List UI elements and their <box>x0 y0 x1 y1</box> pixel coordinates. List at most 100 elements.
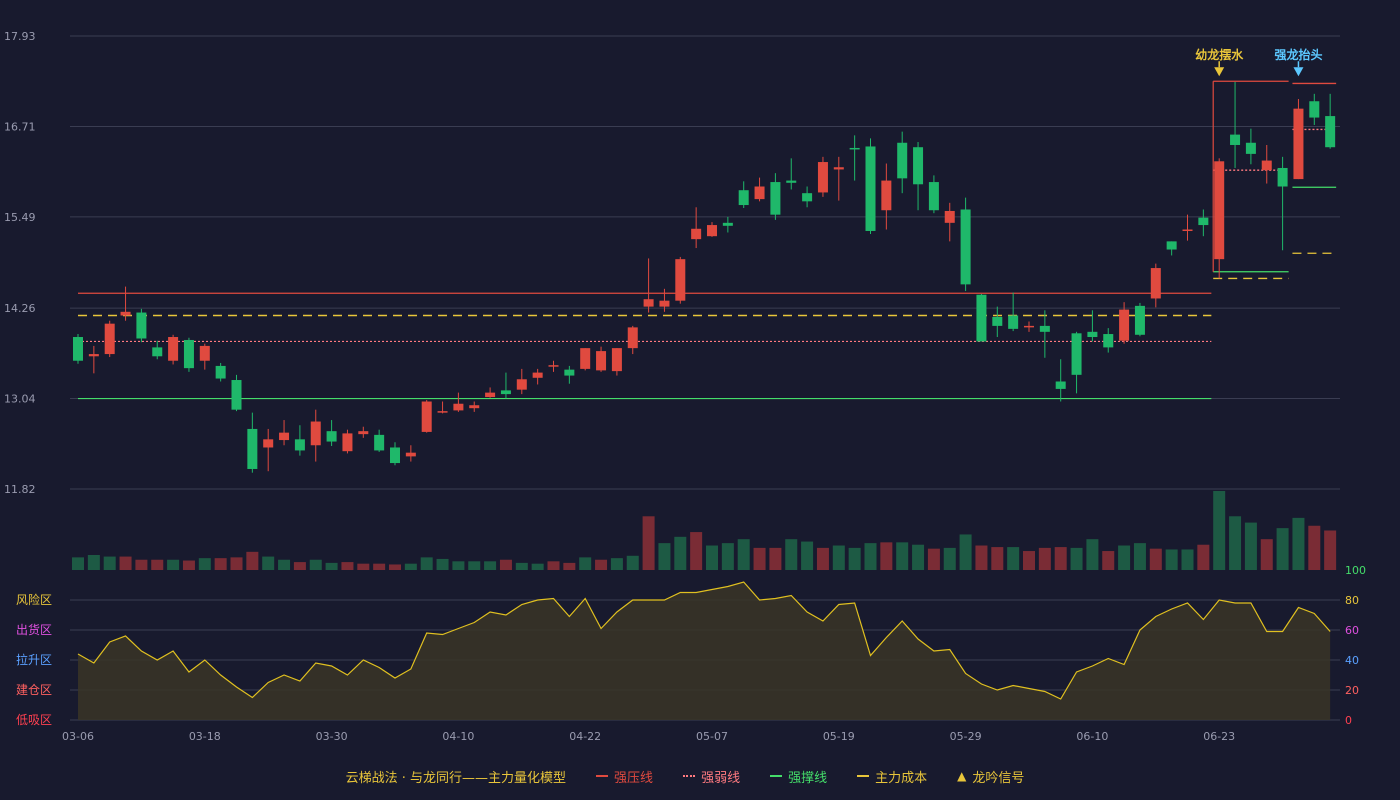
candlestick-chart: 11.82 13.04 14.26 15.49 16.71 17.93 幼龙摆水 强龙抬头 0 2… <box>4 30 1366 743</box>
volume-bar <box>1292 517 1305 570</box>
candle-body <box>1245 142 1256 154</box>
candle-body <box>73 337 83 361</box>
legend-item-main-cost[interactable]: 主力成本 <box>857 767 927 786</box>
candle-body <box>611 348 622 372</box>
volume-bar <box>87 554 100 570</box>
volume-bar <box>230 557 243 570</box>
candle-body <box>738 190 749 206</box>
candle-body <box>374 434 385 451</box>
date-tick-label: 03-06 <box>62 730 94 743</box>
candle-body <box>1293 108 1304 180</box>
legend-item-strong-pressure[interactable]: 强压线 <box>596 767 653 786</box>
candle-body <box>865 146 876 231</box>
legend-label-main-cost: 主力成本 <box>875 770 928 786</box>
volume-bar <box>135 559 148 570</box>
volume-bar <box>182 560 195 570</box>
volume-bar <box>103 556 116 570</box>
candle-body <box>168 337 179 361</box>
candle-body <box>849 147 860 150</box>
date-tick-label: 05-07 <box>696 730 728 743</box>
volume-bar <box>1308 525 1321 570</box>
candle-body <box>1087 331 1098 338</box>
candle-body <box>802 193 813 202</box>
indicator-area <box>78 582 1331 720</box>
candle-body <box>88 354 99 357</box>
candle-body <box>913 147 924 185</box>
volume-bar <box>1102 551 1115 570</box>
volume-bar <box>991 547 1004 570</box>
candle-body <box>1024 325 1034 328</box>
volume-bar <box>912 544 925 570</box>
candle-body <box>659 300 670 307</box>
candle-body <box>437 411 448 413</box>
candle-body <box>485 392 496 398</box>
candle-body <box>500 390 511 395</box>
candle-body <box>263 439 274 448</box>
volume-bar <box>642 516 655 570</box>
triangle-icon: ▲ <box>957 769 967 783</box>
volume-bar <box>484 561 497 570</box>
candle-body <box>881 180 892 211</box>
candle-body <box>405 452 416 457</box>
candle-body <box>421 401 432 432</box>
volume-bar <box>1086 539 1099 570</box>
volume-bar <box>373 563 386 570</box>
volume-bar <box>341 562 354 570</box>
price-tick-label: 14.26 <box>4 302 36 315</box>
legend-item-strong-support[interactable]: 强撑线 <box>770 767 827 786</box>
candle-body <box>960 209 971 285</box>
zone-label: 低吸区 <box>16 713 52 727</box>
candle-body <box>1325 116 1336 148</box>
volume-bar <box>1007 547 1020 570</box>
candle-body <box>770 182 781 215</box>
candle-body <box>786 180 797 183</box>
volume-bar <box>499 559 512 570</box>
volume-bar <box>1229 516 1242 570</box>
indicator-tick-label: 100 <box>1345 564 1366 577</box>
candle-body <box>1103 334 1114 348</box>
volume-bar <box>658 543 671 570</box>
volume-bar <box>927 548 940 570</box>
legend-swatch-strong-pressure <box>596 775 609 777</box>
zone-label: 建仓区 <box>16 683 52 697</box>
candle-body <box>817 162 828 193</box>
legend-item-strength-line[interactable]: 强弱线 <box>683 767 740 786</box>
candle-body <box>564 369 575 376</box>
volume-bar <box>626 555 639 570</box>
volume-bar <box>309 559 322 570</box>
candle-body <box>1277 167 1288 187</box>
volume-bar <box>262 556 275 570</box>
volume-bar <box>975 545 988 570</box>
volume-bar <box>816 547 829 570</box>
legend-swatch-strength-line <box>683 775 696 777</box>
candle-body <box>1119 309 1130 341</box>
legend-label-strong-pressure: 强压线 <box>614 770 654 786</box>
legend-item-dragon-signal[interactable]: ▲ 龙吟信号 <box>957 767 1024 786</box>
date-tick-label: 06-23 <box>1203 730 1235 743</box>
volume-bar <box>1070 547 1083 570</box>
volume-bar <box>1023 551 1035 570</box>
candle-body <box>992 316 1003 326</box>
candle-body <box>643 299 654 307</box>
volume-bar <box>801 541 814 570</box>
volume-bar <box>832 545 845 570</box>
candle-body <box>104 323 115 355</box>
candle-body <box>1261 160 1272 171</box>
volume-bar <box>1149 548 1162 570</box>
volume-bar <box>468 561 481 570</box>
candle-body <box>722 222 733 226</box>
volume-bar <box>452 561 465 570</box>
candle-body <box>1166 241 1177 250</box>
candle-body <box>532 372 543 378</box>
volume-bar <box>167 559 180 570</box>
legend-label-strength-line: 强弱线 <box>701 770 741 786</box>
volume-bar <box>690 532 703 570</box>
candle-body <box>1134 305 1145 335</box>
zone-label: 出货区 <box>16 622 52 637</box>
candle-body <box>215 365 226 379</box>
candle-body <box>1008 315 1019 329</box>
price-tick-label: 15.49 <box>4 211 36 224</box>
volume-bar <box>563 562 576 570</box>
volume-bar <box>706 545 718 570</box>
volume-bar <box>246 551 259 570</box>
